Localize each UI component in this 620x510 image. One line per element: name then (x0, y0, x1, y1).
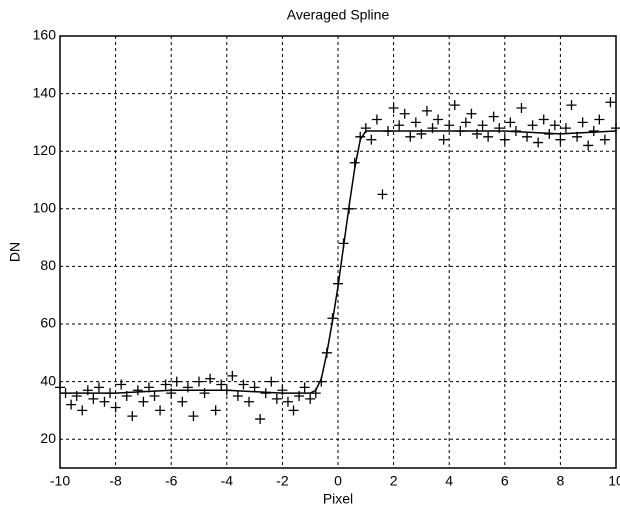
data-point (388, 103, 399, 113)
data-point (538, 114, 549, 125)
data-point (205, 373, 216, 384)
data-point (577, 117, 588, 128)
data-point (149, 391, 160, 401)
data-point (433, 114, 444, 125)
x-tick-label: 0 (334, 473, 342, 489)
data-point (605, 97, 616, 108)
data-point (238, 379, 249, 390)
y-tick-label: 80 (40, 257, 56, 273)
data-point (160, 379, 171, 390)
y-tick-label: 120 (33, 142, 57, 158)
data-point (394, 120, 405, 131)
data-point (305, 393, 316, 404)
y-tick-label: 100 (33, 200, 57, 216)
y-tick-label: 140 (33, 84, 57, 100)
data-point (216, 379, 227, 390)
x-tick-label: -8 (109, 473, 122, 489)
x-tick-label: 8 (557, 473, 565, 489)
data-point (444, 120, 455, 131)
data-point (232, 391, 243, 401)
x-tick-label: -6 (165, 473, 178, 489)
data-point (499, 134, 510, 145)
data-point (505, 117, 516, 128)
data-point (271, 393, 282, 404)
data-point (88, 393, 99, 404)
data-point (99, 396, 110, 407)
data-point (266, 376, 277, 387)
data-point (299, 382, 310, 393)
x-tick-label: -2 (276, 473, 289, 489)
chart-title: Averaged Spline (287, 7, 390, 23)
data-point (466, 108, 477, 119)
spline-line (60, 130, 617, 394)
data-point (583, 140, 594, 151)
data-point (460, 117, 471, 128)
data-point (399, 108, 410, 119)
y-tick-label: 60 (40, 315, 56, 331)
data-point (371, 114, 382, 125)
data-point (171, 376, 182, 387)
data-point (249, 382, 260, 393)
data-point (366, 134, 377, 145)
x-tick-label: 6 (501, 473, 509, 489)
data-point (66, 399, 77, 410)
data-point (288, 405, 299, 416)
y-tick-label: 40 (40, 372, 56, 388)
data-point (449, 100, 460, 111)
y-axis-label: DN (7, 242, 23, 262)
data-point (483, 131, 494, 142)
data-point (155, 405, 166, 416)
data-point (488, 111, 499, 122)
data-point (588, 126, 599, 137)
data-point (421, 105, 432, 116)
data-point (177, 396, 188, 407)
data-point (93, 382, 104, 393)
data-point (438, 134, 449, 145)
y-tick-label: 160 (33, 27, 57, 43)
data-point (516, 103, 527, 113)
data-point (410, 117, 421, 128)
data-point (599, 134, 610, 145)
data-point (594, 114, 605, 125)
data-point (210, 405, 221, 416)
data-point (127, 411, 138, 422)
data-point (549, 120, 560, 131)
y-tick-label: 20 (40, 430, 56, 446)
data-point (116, 379, 127, 390)
x-tick-label: 4 (445, 473, 453, 489)
x-axis-label: Pixel (323, 491, 353, 507)
data-point (555, 134, 566, 145)
data-point (566, 100, 577, 111)
data-point (522, 131, 533, 142)
data-point (533, 137, 544, 148)
data-point (132, 385, 143, 396)
data-point (77, 405, 88, 416)
x-tick-label: -4 (221, 473, 234, 489)
data-point (110, 402, 121, 413)
data-point (194, 376, 204, 387)
x-tick-label: -10 (50, 473, 70, 489)
data-point (55, 382, 65, 393)
data-point (138, 396, 149, 407)
data-point (255, 414, 266, 425)
data-point (527, 120, 538, 131)
data-point (477, 120, 488, 131)
data-point (377, 189, 388, 200)
x-tick-label: 2 (390, 473, 398, 489)
x-tick-label: 10 (608, 473, 620, 489)
data-point (244, 396, 255, 407)
data-point (405, 131, 416, 142)
data-point (282, 396, 293, 407)
data-point (188, 411, 199, 422)
data-point (227, 370, 238, 381)
data-point (560, 123, 571, 134)
